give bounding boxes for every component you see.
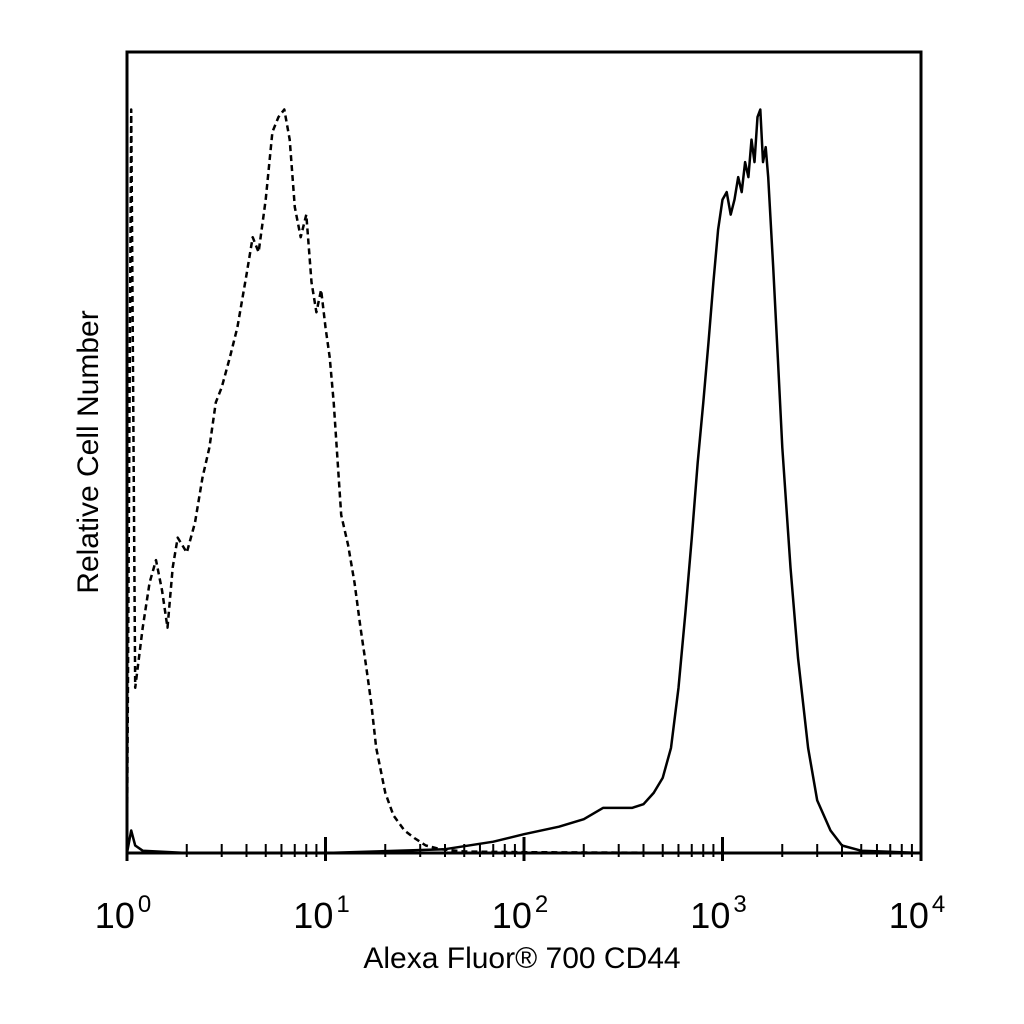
- x-tick-label: 10 0: [95, 891, 151, 936]
- y-axis-title: Relative Cell Number: [72, 310, 105, 593]
- x-tick-label: 10 2: [492, 891, 548, 936]
- x-tick-label-exponent: 3: [733, 891, 746, 918]
- x-tick-label-exponent: 1: [336, 891, 349, 918]
- x-tick-label-exponent: 2: [535, 891, 548, 918]
- x-axis-title: Alexa Fluor® 700 CD44: [363, 942, 680, 975]
- x-tick-label-base: 10: [492, 895, 532, 936]
- x-tick-label-exponent: 0: [138, 891, 151, 918]
- series-line-2: [125, 108, 922, 855]
- x-tick-label-exponent: 4: [932, 891, 945, 918]
- x-tick-label: 10 3: [690, 891, 746, 936]
- x-axis-ticks: [125, 837, 923, 861]
- x-axis-tick-labels: 10 0 10 1 10 2 10 3 10 4: [95, 891, 945, 936]
- x-tick-label: 10 4: [889, 891, 945, 936]
- x-tick-label-base: 10: [690, 895, 730, 936]
- series-line-1: [125, 108, 921, 855]
- series-layer: [125, 108, 922, 855]
- x-tick-label-base: 10: [293, 895, 333, 936]
- x-tick-label-base: 10: [889, 895, 929, 936]
- plot-frame: [125, 50, 923, 855]
- x-tick-label-base: 10: [95, 895, 135, 936]
- x-tick-label: 10 1: [293, 891, 349, 936]
